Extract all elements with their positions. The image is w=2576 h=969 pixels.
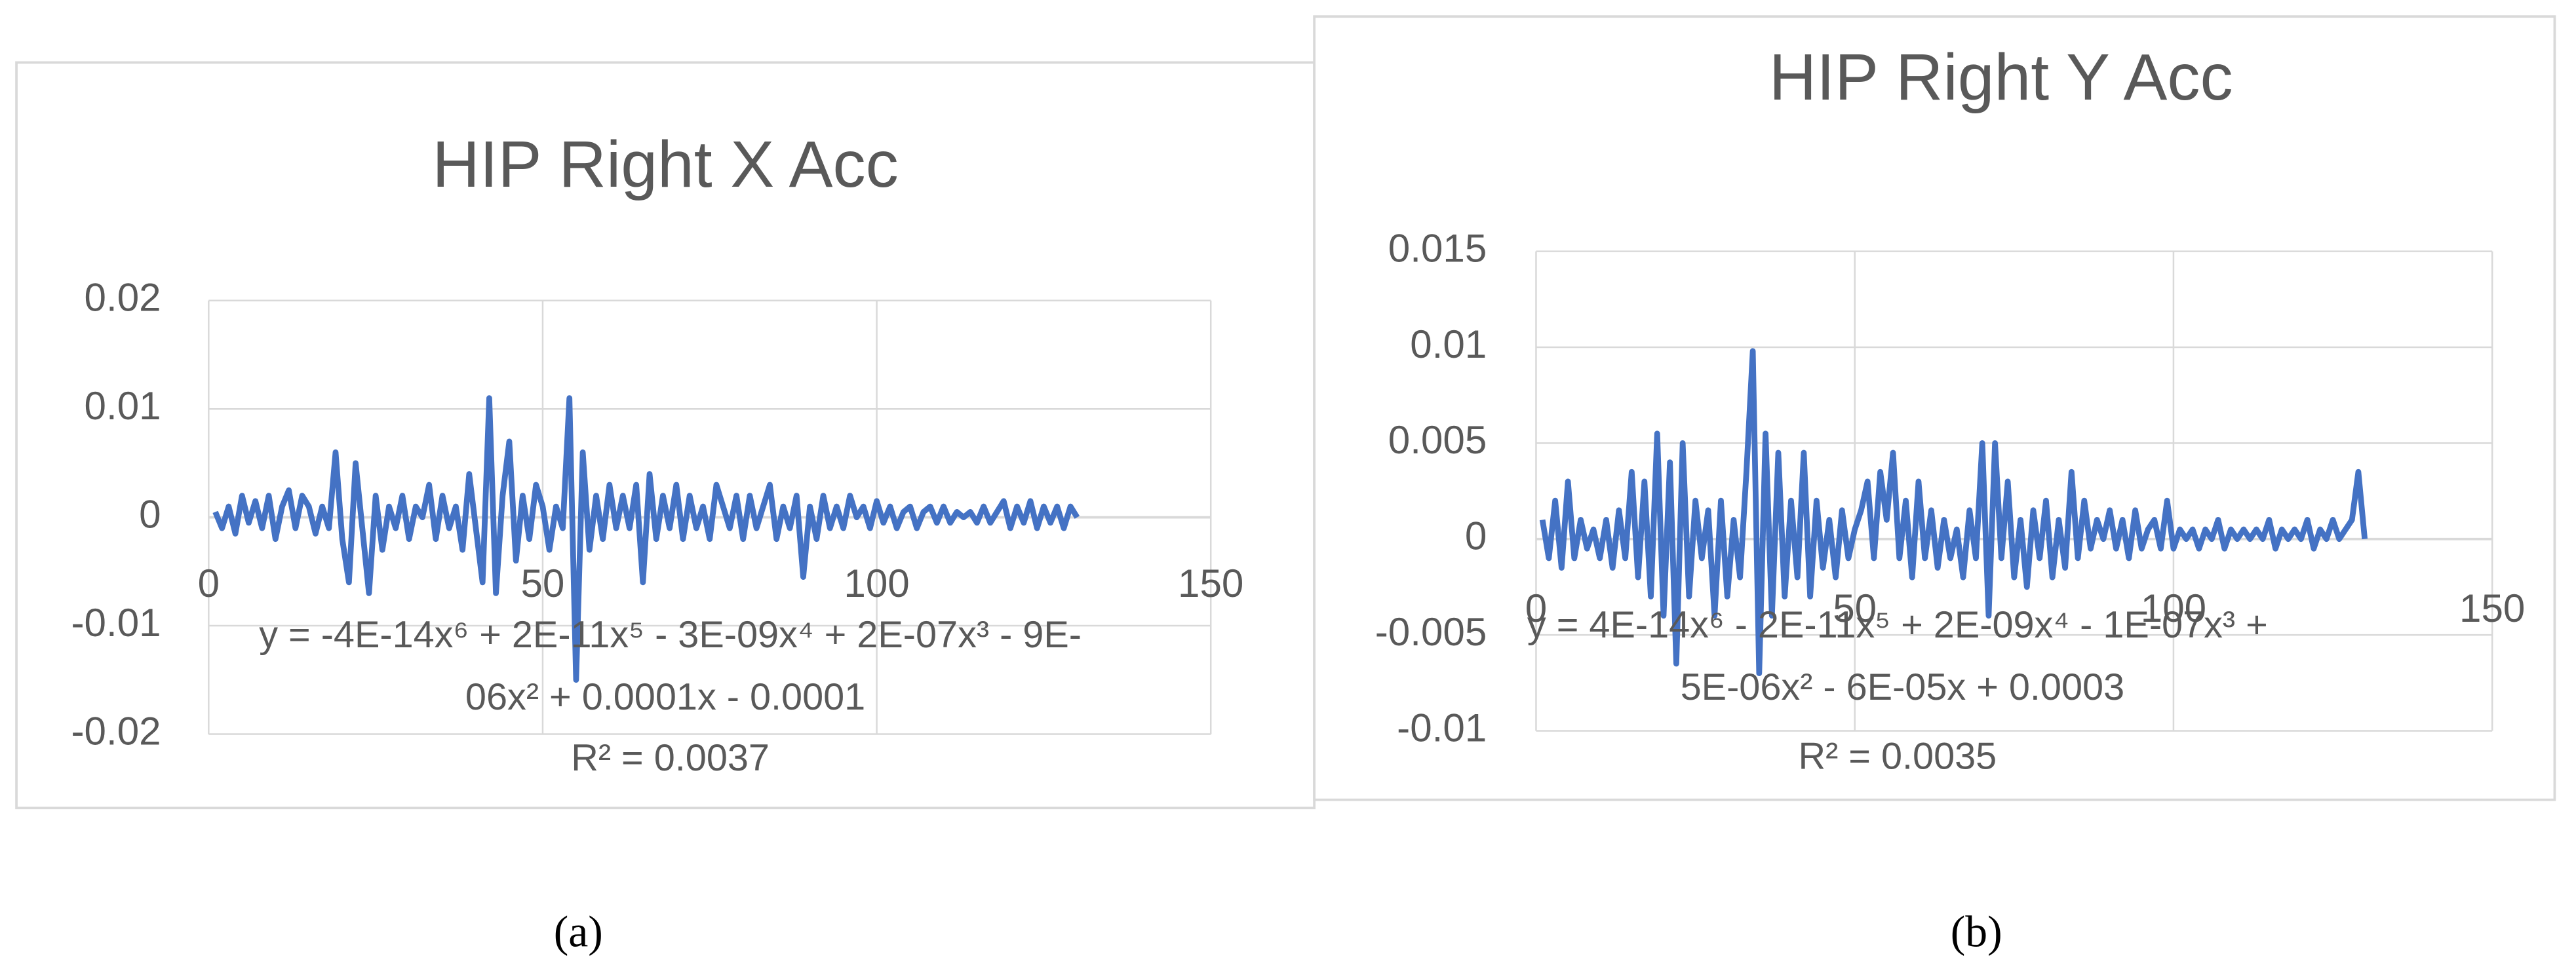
x-tick-label: 150 [2459,586,2525,630]
x-tick-label: 0 [198,561,220,605]
y-tick-label: -0.005 [1375,610,1487,654]
trendline-label: R² = 0.0037 [571,737,770,779]
trendline-label: R² = 0.0035 [1798,735,1997,777]
trendline-label: 06x² + 0.0001x - 0.0001 [465,676,865,718]
chart-title: HIP Right Y Acc [1769,41,2233,114]
data-line [212,395,1080,683]
y-tick-label: -0.02 [71,709,161,753]
x-tick-label: 100 [844,561,909,605]
y-tick-label: 0.02 [85,276,161,320]
x-tick-label: 50 [1833,586,1877,630]
x-tick-label: 50 [520,561,564,605]
trendline-label: 5E-06x² - 6E-05x + 0.0003 [1681,666,2125,708]
y-tick-label: -0.01 [71,601,161,645]
y-tick-label: 0.01 [1410,322,1487,366]
caption: (a) [554,907,603,956]
trendline-label: y = -4E-14x⁶ + 2E-11x⁵ - 3E-09x⁴ + 2E-07… [259,614,1082,656]
x-tick-label: 0 [1525,586,1547,630]
data-line [1539,348,2368,677]
caption: (b) [1951,907,2002,956]
x-tick-label: 150 [1178,561,1243,605]
y-tick-label: 0.015 [1388,226,1487,270]
y-tick-label: 0.01 [85,384,161,428]
y-tick-label: 0 [1465,514,1487,558]
chart-frame [1313,15,2556,801]
y-tick-label: 0.005 [1388,418,1487,462]
x-tick-label: 100 [2141,586,2206,630]
y-tick-label: 0 [139,493,161,537]
chart-title: HIP Right X Acc [432,128,898,201]
y-tick-label: -0.01 [1397,706,1487,750]
trendline-label: y = 4E-14x⁶ - 2E-11x⁵ + 2E-09x⁴ - 1E-07x… [1527,604,2268,646]
chart-frame [15,61,1316,810]
